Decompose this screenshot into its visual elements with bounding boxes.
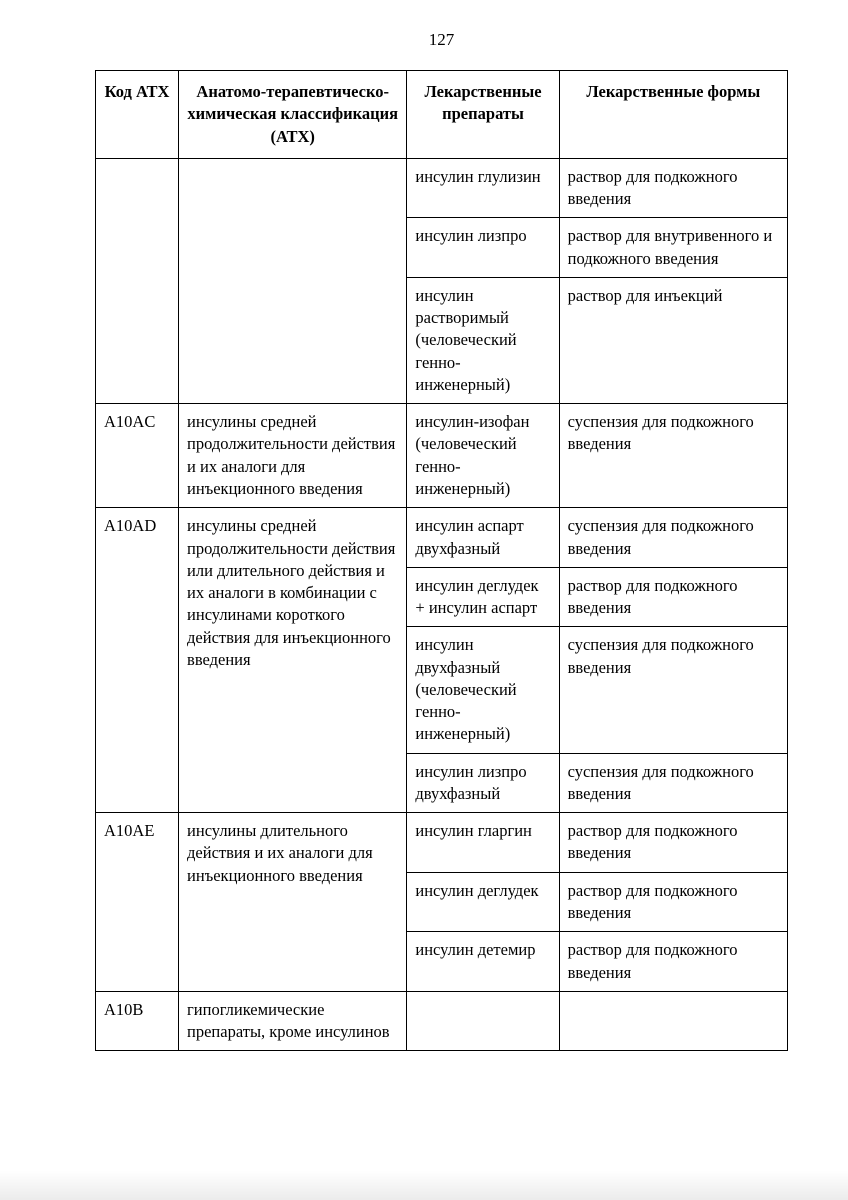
col-header-code: Код АТХ [96, 71, 179, 159]
classification-table: Код АТХ Анатомо-терапевтическо-химическа… [95, 70, 788, 1051]
table-row: A10Bгипогликемические препараты, кроме и… [96, 991, 788, 1051]
cell-drug: инсулин глулизин [407, 158, 559, 218]
col-header-drug: Лекарственные препараты [407, 71, 559, 159]
table-row: A10ACинсулины средней продолжительности … [96, 404, 788, 508]
table-header: Код АТХ Анатомо-терапевтическо-химическа… [96, 71, 788, 159]
cell-form: раствор для подкожного введения [559, 932, 787, 992]
cell-drug: инсулин детемир [407, 932, 559, 992]
cell-classification: инсулины длительного действия и их анало… [179, 813, 407, 992]
page-number: 127 [95, 30, 788, 50]
cell-classification: гипогликемические препараты, кроме инсул… [179, 991, 407, 1051]
cell-drug [407, 991, 559, 1051]
cell-form: раствор для подкожного введения [559, 813, 787, 873]
cell-form: суспензия для подкожного введения [559, 753, 787, 813]
cell-code: A10AD [96, 508, 179, 813]
cell-drug: инсулин деглудек [407, 872, 559, 932]
document-page: 127 Код АТХ Анатомо-терапевтическо-химич… [0, 0, 848, 1091]
col-header-classification: Анатомо-терапевтическо-химическая класси… [179, 71, 407, 159]
cell-drug: инсулин растворимый (человеческий генно-… [407, 277, 559, 403]
cell-classification [179, 158, 407, 403]
cell-form [559, 991, 787, 1051]
cell-drug: инсулин лизпро [407, 218, 559, 278]
cell-drug: инсулин лизпро двухфазный [407, 753, 559, 813]
cell-form: раствор для подкожного введения [559, 158, 787, 218]
cell-code: A10AE [96, 813, 179, 992]
cell-classification: инсулины средней продолжительности дейст… [179, 508, 407, 813]
cell-drug: инсулин деглудек + инсулин аспарт [407, 567, 559, 627]
cell-form: раствор для инъекций [559, 277, 787, 403]
table-row: A10ADинсулины средней продолжительности … [96, 508, 788, 568]
cell-classification: инсулины средней продолжительности дейст… [179, 404, 407, 508]
col-header-form: Лекарственные формы [559, 71, 787, 159]
cell-form: суспензия для подкожного введения [559, 404, 787, 508]
cell-drug: инсулин гларгин [407, 813, 559, 873]
cell-form: раствор для подкожного введения [559, 567, 787, 627]
cell-form: раствор для подкожного введения [559, 872, 787, 932]
page-shadow [0, 1170, 848, 1200]
table-row: инсулин глулизинраствор для подкожного в… [96, 158, 788, 218]
cell-drug: инсулин аспарт двухфазный [407, 508, 559, 568]
cell-drug: инсулин-изофан (человеческий генно-инжен… [407, 404, 559, 508]
table-body: инсулин глулизинраствор для подкожного в… [96, 158, 788, 1051]
cell-code: A10AC [96, 404, 179, 508]
cell-code [96, 158, 179, 403]
cell-form: раствор для внутривенного и подкожного в… [559, 218, 787, 278]
cell-code: A10B [96, 991, 179, 1051]
cell-drug: инсулин двухфазный (человеческий генно-и… [407, 627, 559, 753]
cell-form: суспензия для подкожного введения [559, 627, 787, 753]
cell-form: суспензия для подкожного введения [559, 508, 787, 568]
table-row: A10AEинсулины длительного действия и их … [96, 813, 788, 873]
